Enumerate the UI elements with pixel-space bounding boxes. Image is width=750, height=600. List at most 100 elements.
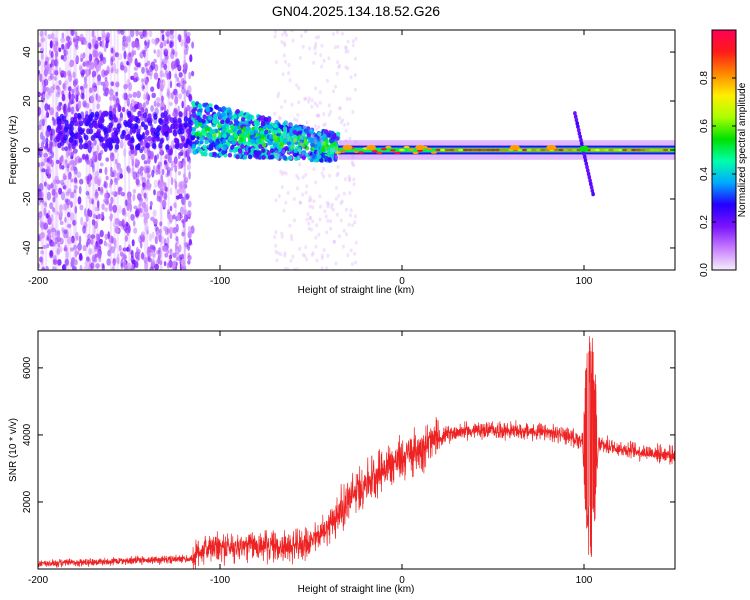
heatmap-cell — [80, 216, 84, 226]
heatmap-cell — [91, 219, 96, 226]
heatmap-cell — [120, 191, 124, 197]
heatmap-cell — [169, 101, 173, 107]
heatmap-cell — [314, 86, 318, 91]
heatmap-cell — [153, 189, 156, 196]
heatmap-cell — [93, 226, 96, 235]
heatmap-cell — [62, 185, 67, 190]
heatmap-cell — [61, 32, 65, 39]
heatmap-cell — [46, 62, 51, 69]
heatmap-cell — [178, 182, 183, 190]
heatmap-cell — [114, 177, 118, 183]
heatmap-cell — [121, 207, 126, 216]
heatmap-cell — [127, 119, 132, 126]
heatmap-cell — [290, 102, 294, 107]
heatmap-cell — [130, 115, 136, 121]
heatmap-cell — [59, 210, 63, 218]
heatmap-cell — [39, 30, 44, 38]
heatmap-cell — [268, 134, 274, 139]
heatmap-cell — [66, 236, 72, 245]
heatmap-cell — [215, 145, 220, 151]
colorbar-tick-label: 0.2 — [699, 215, 710, 229]
heatmap-cell — [137, 110, 142, 117]
heatmap-cell — [230, 145, 235, 150]
heatmap-cell — [64, 119, 69, 126]
heatmap-cell — [95, 93, 99, 101]
heatmap-cell — [131, 159, 135, 167]
heatmap-cell — [144, 207, 148, 213]
heatmap-cell — [40, 162, 45, 167]
heatmap-cell — [275, 149, 278, 154]
heatmap-cell — [138, 235, 142, 244]
heatmap-cell — [57, 142, 62, 149]
heatmap-cell — [71, 88, 75, 95]
narrowband-core — [621, 148, 628, 152]
heatmap-band — [96, 30, 99, 270]
snr-y-tick-label: 4000 — [22, 423, 33, 446]
heatmap-cell — [274, 148, 279, 154]
heatmap-cell — [135, 30, 139, 37]
heatmap-cell — [50, 214, 54, 223]
heatmap-cell — [86, 256, 90, 262]
heatmap-cell — [56, 236, 61, 243]
snr-marks — [38, 336, 675, 569]
heatmap-cell — [277, 115, 281, 120]
heatmap-cell — [38, 107, 42, 116]
heatmap-cell — [283, 30, 287, 34]
heatmap-band — [74, 30, 77, 270]
heatmap-cell — [280, 156, 284, 161]
heatmap-cell — [98, 255, 102, 263]
heatmap-cell — [120, 30, 125, 36]
heatmap-cell — [80, 85, 84, 91]
heatmap-cell — [99, 229, 104, 238]
heatmap-cell — [131, 41, 136, 49]
heatmap-cell — [320, 171, 324, 176]
heatmap-cell — [204, 139, 209, 145]
heatmap-cell — [346, 39, 350, 44]
heatmap-cell — [86, 128, 91, 135]
heatmap-cell — [65, 250, 69, 260]
heatmap-cell — [344, 128, 348, 133]
heatmap-cell — [70, 106, 75, 115]
heatmap-cell — [74, 40, 78, 48]
heatmap-cell — [273, 111, 277, 116]
narrowband-core — [494, 148, 501, 152]
heatmap-cell — [105, 242, 110, 247]
heatmap-cell — [273, 129, 278, 135]
heatmap-cell — [54, 175, 59, 182]
narrowband-core — [503, 148, 510, 152]
heatmap-cell — [101, 142, 106, 149]
heatmap-cell — [72, 71, 76, 79]
heatmap-cell — [162, 126, 167, 133]
narrowband-core — [403, 145, 410, 149]
heatmap-cell — [301, 175, 305, 180]
snr-x-tick-label: 100 — [576, 575, 593, 586]
heatmap-cell — [117, 165, 121, 172]
heatmap-cell — [324, 214, 328, 219]
heatmap-cell — [115, 138, 120, 145]
heatmap-cell — [178, 72, 183, 78]
heatmap-cell — [82, 153, 86, 160]
narrowband-core — [535, 148, 542, 152]
heatmap-cell — [314, 235, 318, 240]
heatmap-cell — [295, 83, 299, 88]
heatmap-cell — [255, 138, 260, 144]
heatmap-cell — [338, 63, 341, 68]
heatmap-cell — [80, 92, 84, 100]
heatmap-cell — [154, 263, 160, 270]
heatmap-cell — [287, 63, 291, 67]
heatmap-cell — [187, 243, 191, 251]
narrowband-core — [553, 148, 560, 152]
heatmap-cell — [284, 266, 287, 270]
heatmap-cell — [63, 184, 67, 190]
heatmap-cell — [184, 40, 188, 49]
heatmap-cell — [110, 246, 116, 254]
heatmap-cell — [115, 158, 118, 165]
heatmap-cell — [304, 190, 308, 195]
heatmap-band — [88, 30, 91, 270]
heatmap-cell — [282, 134, 287, 139]
heatmap-cell — [320, 253, 324, 258]
heatmap-cell — [346, 253, 350, 258]
heatmap-cell — [184, 150, 188, 158]
heatmap-cell — [235, 120, 240, 126]
heatmap-cell — [47, 229, 52, 235]
